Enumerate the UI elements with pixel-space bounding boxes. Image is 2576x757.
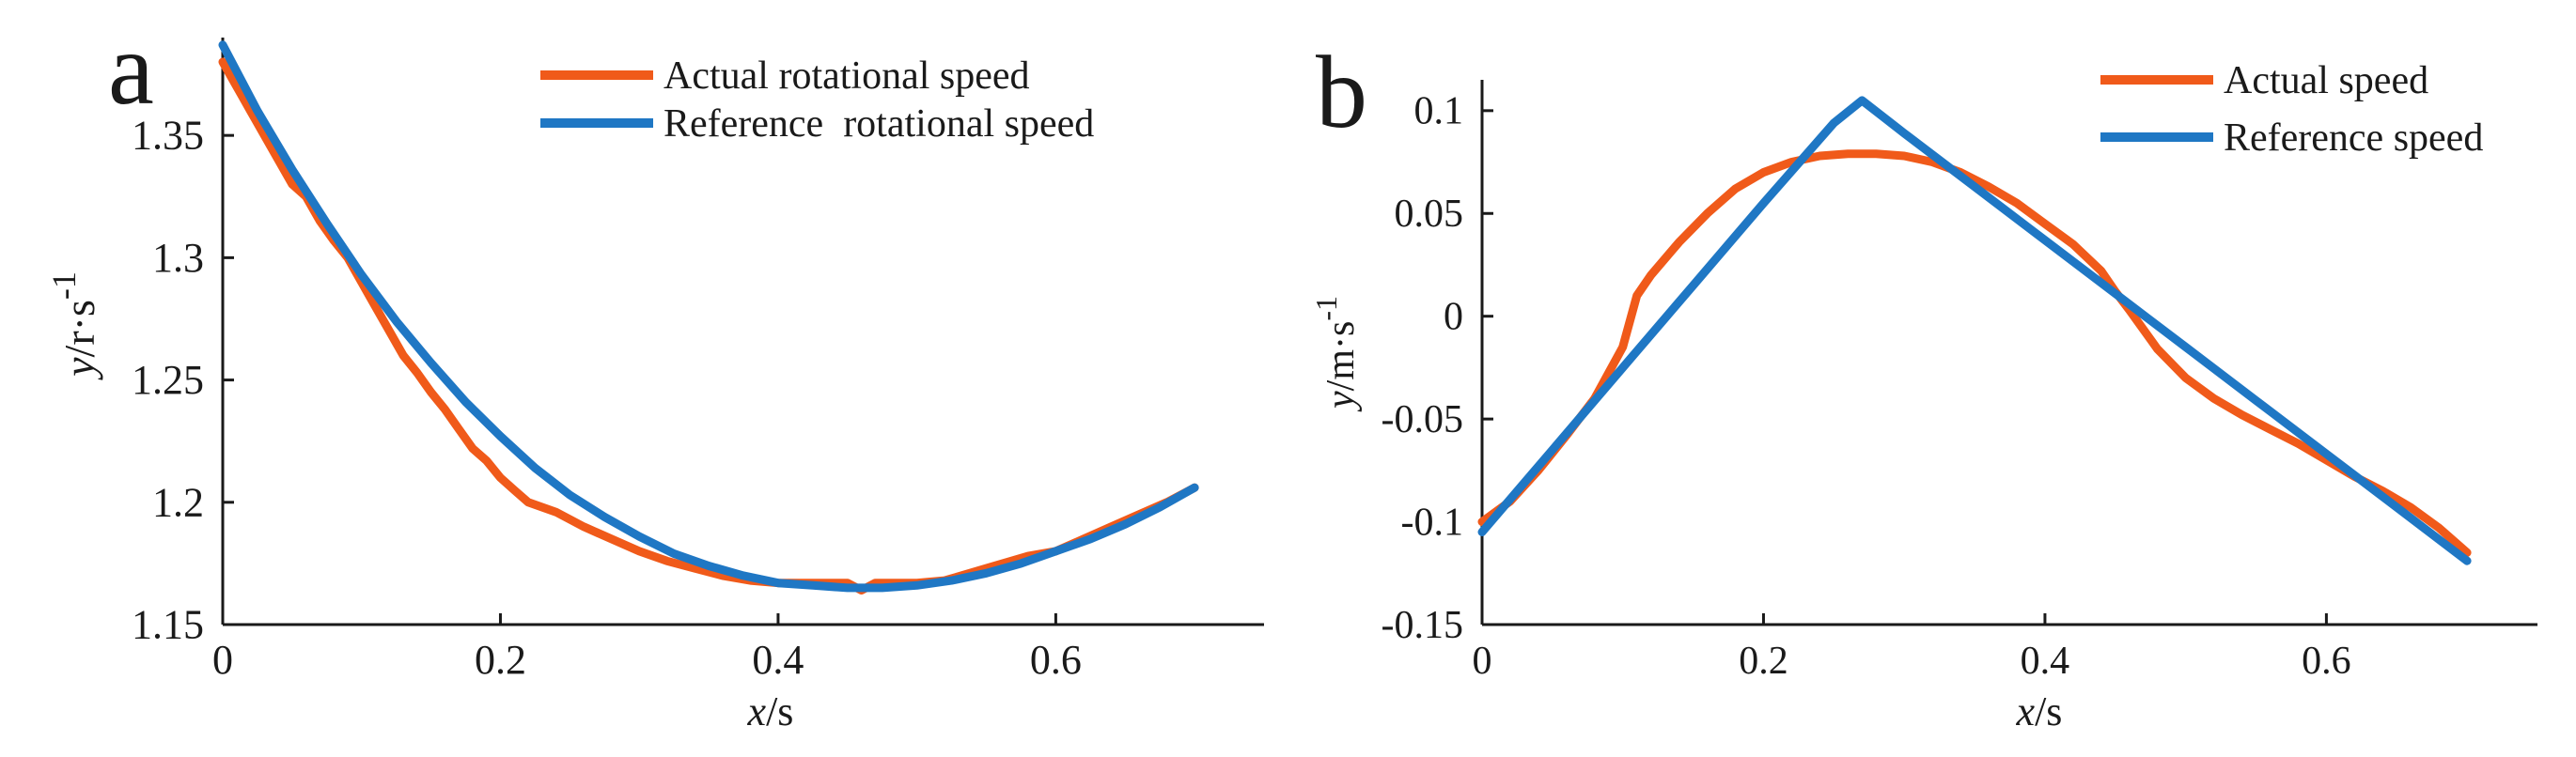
legend-label-actual-rotational-speed: Actual rotational speed [664,54,1030,98]
y-tick-label: 1.3 [152,235,204,281]
panel-b-y-axis-label: y/m·s-1 [1309,296,1363,412]
series-line-reference-rotational-speed [218,40,1199,593]
panel-a-x-axis-label: x/s [747,688,794,734]
panel-a-label: a [108,11,154,126]
panel-a-x-ticks: 0 0.2 0.4 0.6 [212,613,1082,683]
panel-b-x-axis-label: x/s [2016,688,2063,734]
legend-label-actual-speed: Actual speed [2224,59,2428,102]
y-tick-label: 0.05 [1395,193,1464,236]
x-tick-label: 0.4 [752,637,804,683]
x-tick-label: 0.6 [1030,637,1082,683]
panel-a-chart: a 0 0.2 0.4 0.6 1.15 1.2 1.25 1.3 1.35 x/s y/r·… [45,11,1264,734]
panel-a-series [218,40,1199,595]
y-tick-label: -0.1 [1401,501,1464,544]
y-tick-label: -0.15 [1382,604,1464,647]
panel-b-legend: Actual speed Reference speed [2100,59,2483,160]
y-tick-label: 0.1 [1414,90,1464,133]
panel-b-x-ticks: 0 0.2 0.4 0.6 [1473,613,2351,683]
x-tick-label: 0 [1473,640,1492,683]
x-tick-label: 0.2 [475,637,526,683]
legend-label-reference-speed: Reference speed [2224,116,2483,160]
panel-b-label: b [1316,35,1367,149]
x-tick-label: 0.2 [1739,640,1788,683]
panel-b-series [1477,96,2472,565]
panel-a-legend: Actual rotational speed Reference rotati… [540,54,1094,146]
y-tick-label: 0 [1444,296,1463,339]
x-tick-label: 0.4 [2021,640,2070,683]
y-tick-label: 1.25 [132,357,204,403]
panel-a-y-axis-label: y/r·s-1 [45,271,103,380]
series-line-actual-speed [1477,149,2472,557]
y-tick-label: 1.2 [152,479,204,525]
x-tick-label: 0 [212,637,233,683]
panel-b-y-ticks: -0.15 -0.1 -0.05 0 0.05 0.1 [1382,90,1493,647]
panel-a-y-ticks: 1.15 1.2 1.25 1.3 1.35 [132,113,234,648]
legend-label-reference-rotational-speed: Reference rotational speed [664,102,1094,146]
y-tick-label: -0.05 [1382,398,1464,441]
x-tick-label: 0.6 [2302,640,2351,683]
y-tick-label: 1.35 [132,113,204,159]
series-line-reference-speed [1477,96,2472,565]
y-tick-label: 1.15 [132,602,204,648]
